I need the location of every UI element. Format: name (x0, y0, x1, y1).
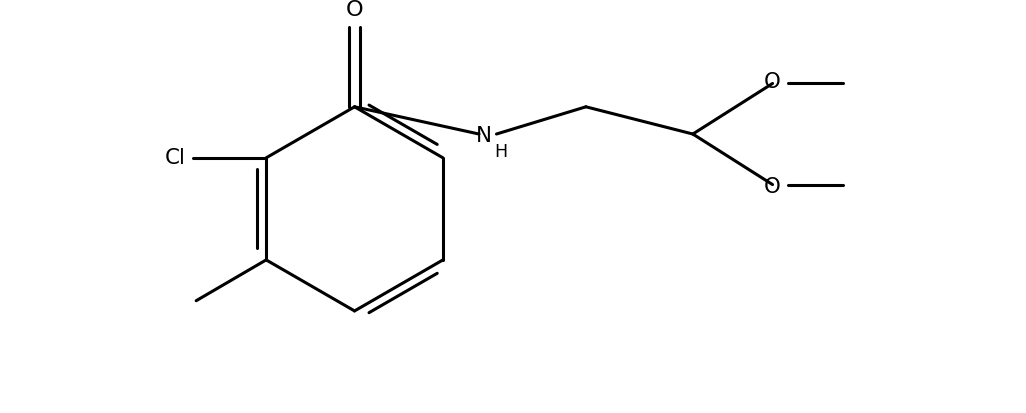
Text: H: H (494, 142, 507, 161)
Text: N: N (476, 126, 491, 146)
Text: Cl: Cl (164, 148, 186, 168)
Text: O: O (764, 176, 781, 197)
Text: O: O (346, 0, 363, 19)
Text: O: O (764, 71, 781, 92)
